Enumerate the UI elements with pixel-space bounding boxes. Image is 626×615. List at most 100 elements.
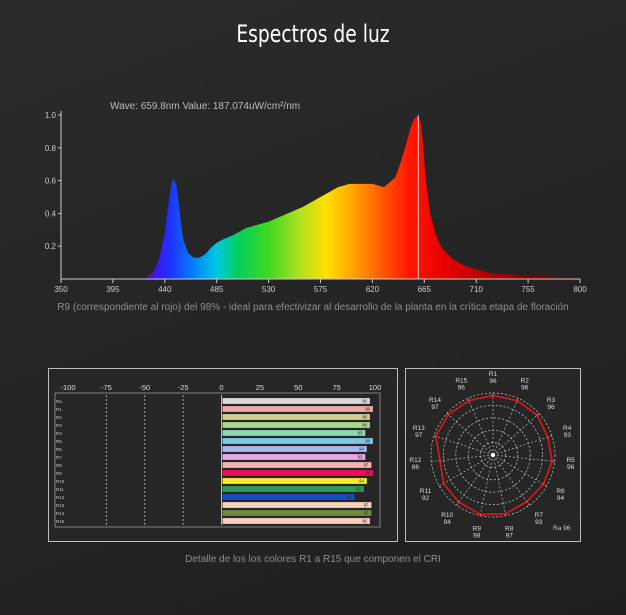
radar-value-label: 93 [535, 519, 543, 526]
radar-point [467, 399, 470, 402]
cri-bar-category-label: R9 [56, 471, 62, 476]
spectrum-y-tick-label: 0.6 [45, 177, 57, 186]
cri-bar-value-label: 98 [365, 439, 370, 444]
radar-value-label: 96 [489, 378, 497, 385]
radar-axis-label: R2 [521, 378, 530, 385]
radar-point [504, 512, 507, 515]
radar-axis-label: R1 [489, 371, 498, 378]
cri-bar [222, 502, 372, 508]
radar-point [442, 482, 445, 485]
radar-series-polygon [434, 394, 554, 516]
cri-bar-category-label: Ra [56, 399, 62, 404]
radar-point [546, 436, 549, 439]
radar-point [438, 459, 442, 462]
cri-bar-value-label: 96 [362, 423, 367, 428]
spectrum-y-tick-label: 0.4 [45, 209, 57, 218]
cri-bar [222, 470, 373, 476]
cri-bar-value-label: 93 [358, 431, 363, 436]
radar-value-label: 94 [444, 519, 452, 526]
cri-bar-x-tick-label: 100 [369, 383, 382, 392]
cri-bar [222, 478, 367, 484]
cri-bar-value-label: 94 [359, 479, 364, 484]
radar-ra-label: Ra 96 [553, 525, 571, 532]
radar-axis-label: R10 [441, 512, 453, 519]
cri-bar-category-label: R5 [56, 439, 62, 444]
radar-value-label: 96 [458, 385, 466, 392]
cri-bar-x-tick-label: 25 [256, 383, 264, 392]
radar-value-label: 86 [412, 464, 420, 471]
radar-axis-label: R5 [566, 457, 575, 464]
cri-bar-x-tick-label: 0 [219, 383, 223, 392]
radar-axis-label: R11 [420, 488, 432, 495]
cri-bar-category-label: R1 [56, 407, 62, 412]
cri-bar-x-tick-label: -100 [60, 383, 75, 392]
radar-point [434, 435, 437, 438]
spectrum-x-tick-label: 620 [366, 285, 380, 294]
radar-axis-label: R4 [563, 425, 572, 432]
cri-bar-category-label: R2 [56, 415, 62, 420]
cri-bar [222, 430, 366, 436]
cri-bar [222, 414, 370, 420]
cri-bar-chart: -100 -75 -50 -25 0 25 50 75 100 Ra 96 R1 98 R2 96 R3 96 R… [48, 368, 398, 542]
spectrum-readout: Wave: 659.8nm Value: 187.074uW/cm²/nm [110, 101, 300, 112]
radar-point [551, 460, 554, 463]
radar-axis-label: R7 [535, 512, 544, 519]
cri-bar [222, 518, 370, 524]
radar-ring [430, 392, 556, 518]
cri-bar-value-label: 93 [358, 455, 363, 460]
radar-center-dot [490, 452, 496, 458]
spectrum-x-tick-label: 800 [573, 285, 587, 294]
radar-point [516, 399, 519, 402]
radar-axis-label: R6 [556, 488, 565, 495]
spectrum-x-tick-label: 440 [158, 285, 172, 294]
cri-bar [222, 510, 372, 516]
cri-bar-category-label: R14 [56, 511, 65, 516]
radar-point [479, 513, 482, 516]
spectrum-x-tick-label: 575 [314, 285, 328, 294]
radar-value-label: 96 [521, 385, 529, 392]
radar-point [525, 500, 528, 503]
cri-bar-category-label: R15 [56, 519, 65, 524]
cri-bar [222, 446, 367, 452]
spectrum-y-tick-label: 1.0 [45, 111, 57, 120]
spectrum-chart: Wave: 659.8nm Value: 187.074uW/cm²/nm 35… [45, 101, 587, 294]
cri-bar-x-tick-label: -50 [139, 383, 150, 392]
cri-bar-x-tick-label: 50 [294, 383, 302, 392]
cri-bar [222, 406, 373, 412]
cri-bar-x-tick-label: -75 [101, 383, 112, 392]
cri-bar [222, 494, 355, 500]
cri-bar [222, 462, 372, 468]
cri-bar [222, 454, 366, 460]
cri-bar [222, 398, 370, 404]
radar-value-label: 98 [473, 532, 481, 539]
spectrum-x-tick-label: 530 [262, 285, 276, 294]
cri-bar-category-label: R6 [56, 447, 62, 452]
spectrum-x-tick-label: 395 [106, 285, 120, 294]
cri-caption: Detalle de los los colores R1 a R15 que … [185, 554, 441, 565]
spectrum-y-tick-label: 0.8 [45, 144, 57, 153]
radar-value-label: 97 [431, 404, 439, 411]
radar-axis-label: R12 [409, 457, 421, 464]
cri-bar-value-label: 96 [362, 519, 367, 524]
spectrum-y-tick-label: 0.2 [45, 242, 57, 251]
cri-bar [222, 438, 373, 444]
cri-bar-value-label: 97 [364, 503, 369, 508]
radar-value-label: 97 [415, 432, 423, 439]
cri-bar-value-label: 92 [356, 487, 361, 492]
radar-value-label: 96 [547, 404, 555, 411]
radar-value-label: 96 [567, 464, 575, 471]
radar-ring [455, 417, 531, 493]
cri-bar-category-label: R11 [56, 487, 64, 492]
radar-axis-label: R9 [473, 525, 482, 532]
cri-bar-value-label: 97 [364, 463, 369, 468]
radar-ring [480, 442, 506, 468]
radar-value-label: 94 [557, 495, 565, 502]
spectrum-caption: R9 (correspondiente al rojo) del 98% - i… [57, 302, 569, 313]
radar-point [542, 483, 545, 486]
page-title: Espectros de luz [236, 20, 390, 48]
cri-bar [222, 422, 370, 428]
cri-bar-value-label: 94 [359, 447, 364, 452]
radar-value-label: 92 [422, 495, 430, 502]
cri-bar-category-label: R13 [56, 503, 65, 508]
cri-bar-value-label: 96 [362, 399, 367, 404]
